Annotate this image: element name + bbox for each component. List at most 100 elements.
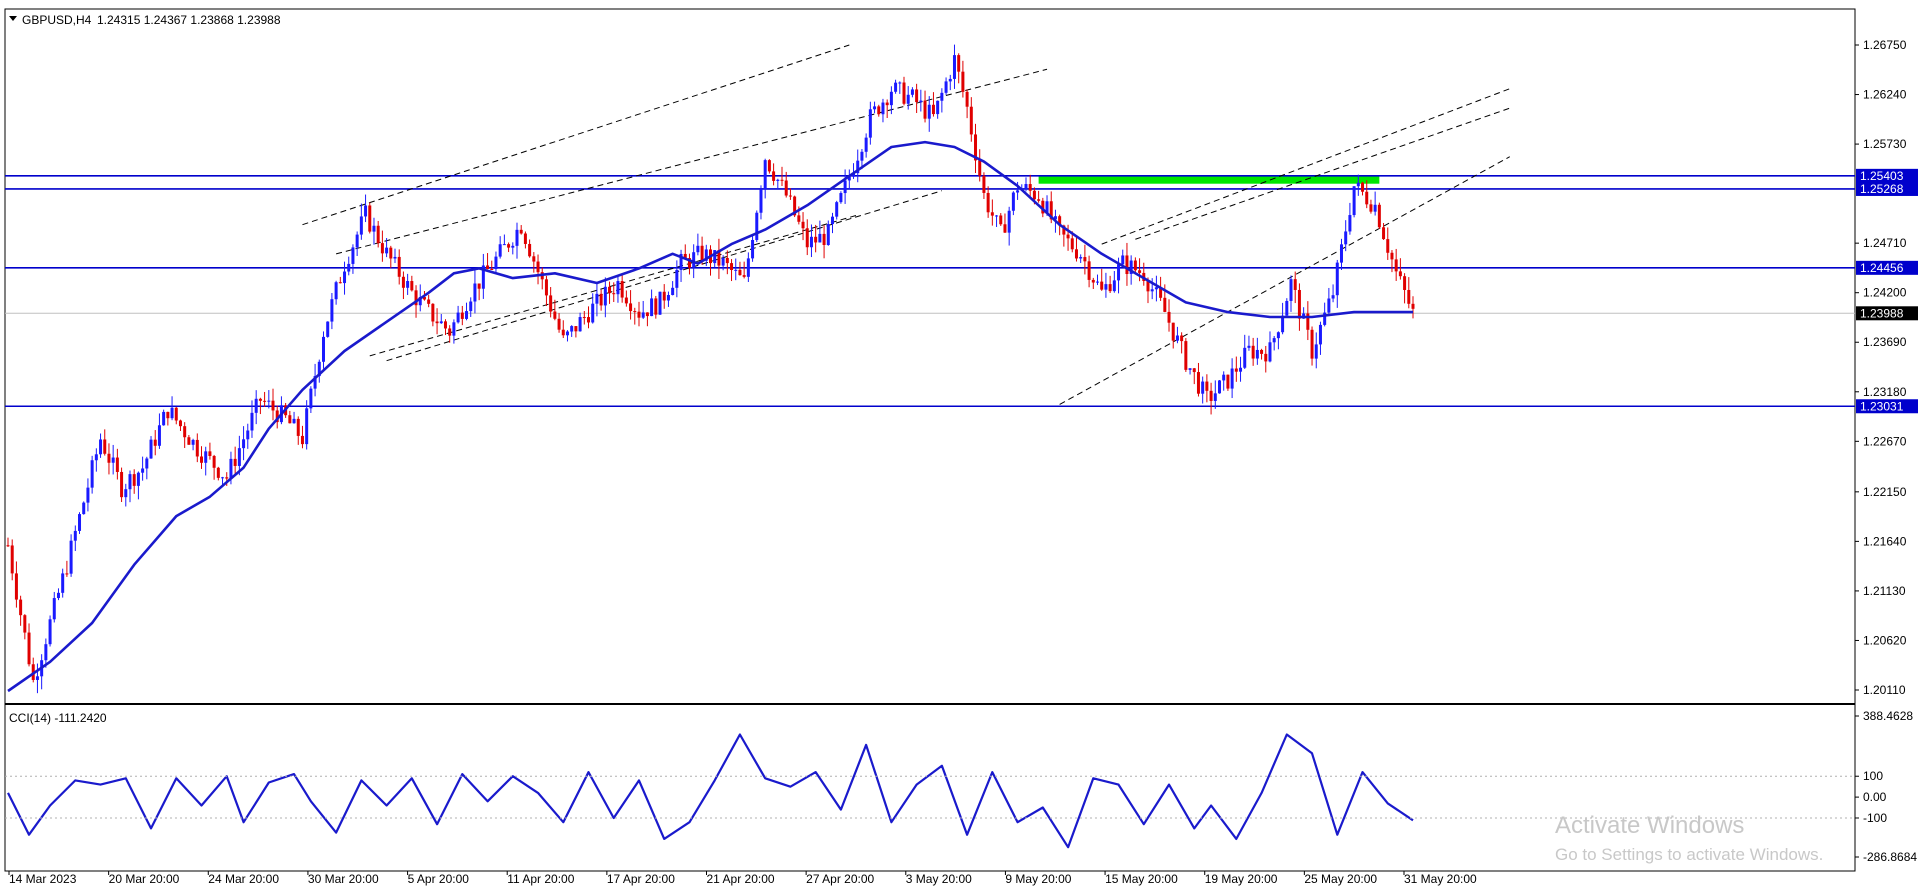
candle-body bbox=[725, 257, 729, 264]
price-level-label: 1.25403 bbox=[1860, 169, 1904, 183]
candle-body bbox=[157, 425, 161, 446]
price-tick-label: 1.23180 bbox=[1863, 385, 1907, 399]
candle-body bbox=[389, 247, 393, 259]
candle-body bbox=[200, 456, 204, 463]
candle-body bbox=[1213, 393, 1217, 401]
candle-body bbox=[889, 91, 893, 106]
candle-body bbox=[111, 457, 115, 463]
candle-body bbox=[885, 102, 889, 106]
candle-body bbox=[1032, 190, 1036, 200]
time-tick-label: 24 Mar 20:00 bbox=[208, 872, 279, 886]
candle-body bbox=[427, 299, 431, 304]
candle-body bbox=[292, 418, 296, 424]
time-tick-label: 3 May 20:00 bbox=[906, 872, 972, 886]
candle-body bbox=[1369, 204, 1373, 212]
candle-body bbox=[502, 244, 506, 246]
candle-body bbox=[843, 180, 847, 194]
candle-body bbox=[1377, 204, 1381, 228]
candle-body bbox=[1096, 281, 1100, 283]
candle-body bbox=[204, 451, 208, 463]
candle-body bbox=[700, 245, 704, 261]
candle-body bbox=[650, 298, 654, 317]
candle-body bbox=[435, 321, 439, 324]
candle-body bbox=[755, 212, 759, 240]
channel-line bbox=[302, 44, 850, 226]
time-tick-label: 27 Apr 20:00 bbox=[806, 872, 874, 886]
supply-zone bbox=[1038, 175, 1380, 184]
candle-body bbox=[717, 250, 721, 266]
candle-body bbox=[351, 247, 355, 264]
candle-body bbox=[1344, 231, 1348, 245]
candle-body bbox=[826, 224, 830, 245]
candle-body bbox=[1335, 262, 1339, 296]
candle-body bbox=[1272, 338, 1276, 343]
candle-body bbox=[1196, 372, 1200, 394]
candle-body bbox=[1016, 190, 1020, 193]
candle-body bbox=[1348, 215, 1352, 232]
candle-body bbox=[1222, 374, 1226, 381]
candle-body bbox=[1112, 280, 1116, 292]
candle-body bbox=[477, 283, 481, 289]
candle-body bbox=[481, 265, 485, 289]
ohlc-label: 1.24315 1.24367 1.23868 1.23988 bbox=[97, 13, 281, 27]
candle-body bbox=[805, 228, 809, 248]
candle-body bbox=[321, 336, 325, 362]
candle-body bbox=[528, 243, 532, 257]
cci-line bbox=[7, 733, 1414, 849]
candle-body bbox=[1403, 276, 1407, 290]
candle-body bbox=[187, 437, 191, 445]
candle-body bbox=[759, 189, 763, 213]
candle-body bbox=[793, 196, 797, 216]
candle-body bbox=[1407, 289, 1411, 304]
candle-body bbox=[624, 297, 628, 304]
dropdown-arrow-icon[interactable] bbox=[9, 16, 17, 21]
candle-body bbox=[490, 269, 494, 271]
candle-body bbox=[982, 175, 986, 193]
price-tick-label: 1.24710 bbox=[1863, 236, 1907, 250]
candle-body bbox=[608, 286, 612, 294]
candle-body bbox=[814, 236, 818, 243]
candle-body bbox=[957, 55, 961, 72]
candle-body bbox=[995, 215, 999, 217]
watermark-subtitle: Go to Settings to activate Windows. bbox=[1555, 845, 1823, 864]
price-tick-label: 1.22670 bbox=[1863, 434, 1907, 448]
candle-body bbox=[178, 420, 182, 427]
candle-body bbox=[1293, 279, 1297, 290]
candle-body bbox=[309, 388, 313, 409]
candle-body bbox=[936, 100, 940, 115]
candle-body bbox=[48, 619, 52, 645]
candle-body bbox=[629, 303, 633, 312]
candle-body bbox=[666, 295, 670, 301]
candle-body bbox=[1398, 271, 1402, 277]
candle-body bbox=[1188, 368, 1192, 370]
price-tick-label: 1.24200 bbox=[1863, 286, 1907, 300]
candle-body bbox=[780, 179, 784, 181]
candle-body bbox=[1079, 257, 1083, 259]
price-tick-label: 1.26240 bbox=[1863, 88, 1907, 102]
candle-body bbox=[961, 71, 965, 92]
candle-body bbox=[78, 514, 82, 531]
candle-body bbox=[170, 407, 174, 419]
candle-body bbox=[355, 234, 359, 248]
candle-body bbox=[1243, 347, 1247, 368]
candle-body bbox=[1234, 368, 1238, 372]
candle-body bbox=[683, 253, 687, 259]
candle-body bbox=[1171, 322, 1175, 341]
candle-body bbox=[452, 322, 456, 336]
candle-body bbox=[894, 82, 898, 92]
candle-body bbox=[1205, 381, 1209, 391]
candle-body bbox=[44, 644, 48, 661]
candle-body bbox=[1331, 295, 1335, 299]
candle-body bbox=[124, 489, 128, 498]
candle-body bbox=[565, 331, 569, 336]
candle-body bbox=[1352, 186, 1356, 216]
candle-body bbox=[839, 193, 843, 203]
candle-body bbox=[1310, 329, 1314, 359]
candle-body bbox=[376, 225, 380, 244]
price-tick-label: 1.25730 bbox=[1863, 137, 1907, 151]
candle-body bbox=[662, 291, 666, 301]
candle-body bbox=[166, 411, 170, 419]
cci-indicator bbox=[7, 733, 1414, 849]
candle-body bbox=[460, 312, 464, 319]
